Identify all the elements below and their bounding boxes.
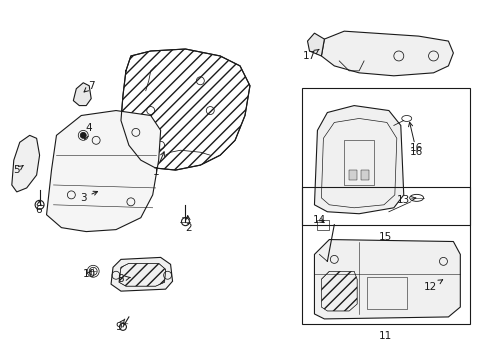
- Polygon shape: [321, 31, 452, 76]
- Text: 3: 3: [80, 191, 98, 203]
- Bar: [348, 170, 356, 180]
- Text: 6: 6: [35, 201, 42, 215]
- Text: 17: 17: [302, 49, 318, 61]
- Text: 1: 1: [152, 152, 164, 177]
- Bar: [366, 277, 406, 309]
- Text: 15: 15: [379, 231, 392, 242]
- Circle shape: [80, 132, 86, 138]
- Polygon shape: [12, 135, 40, 192]
- Text: 10: 10: [82, 269, 96, 279]
- Polygon shape: [314, 105, 403, 214]
- Polygon shape: [314, 239, 459, 319]
- Bar: [301, 187, 469, 324]
- Text: 13: 13: [396, 195, 415, 205]
- Text: 12: 12: [423, 280, 442, 292]
- Bar: [317, 220, 328, 230]
- Text: 16: 16: [407, 122, 423, 157]
- Text: 14: 14: [312, 215, 325, 225]
- Bar: [360, 170, 368, 180]
- Polygon shape: [73, 83, 91, 105]
- Text: 2: 2: [185, 216, 191, 233]
- Text: 8: 8: [118, 274, 130, 284]
- Text: 5: 5: [14, 165, 23, 175]
- Bar: [344, 140, 373, 185]
- Text: 16: 16: [409, 143, 423, 153]
- Text: 7: 7: [84, 81, 94, 92]
- Polygon shape: [307, 33, 324, 56]
- Polygon shape: [111, 257, 172, 291]
- Bar: [301, 88, 469, 225]
- Text: 4: 4: [84, 123, 92, 139]
- Polygon shape: [46, 111, 161, 231]
- Text: 11: 11: [379, 331, 392, 341]
- Text: 9: 9: [116, 319, 124, 332]
